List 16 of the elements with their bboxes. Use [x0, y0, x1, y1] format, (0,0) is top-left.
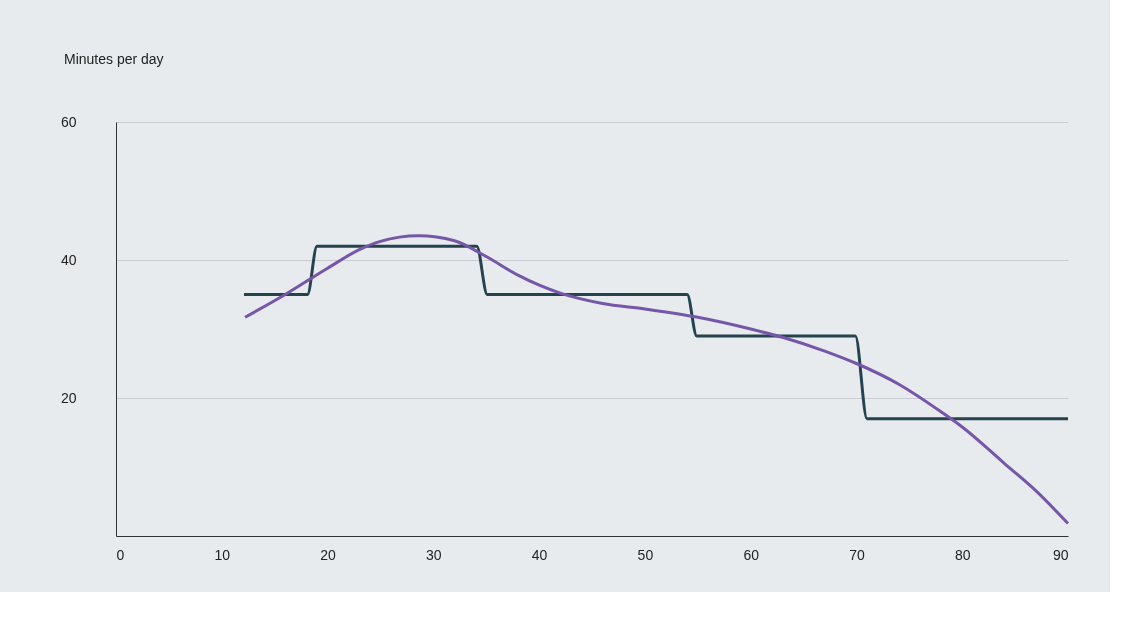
x-tick-label: 70 [849, 546, 865, 563]
x-tick-label: 20 [320, 546, 337, 563]
x-tick-label: 10 [214, 546, 231, 563]
x-tick-label: 80 [954, 546, 971, 563]
x-tick-label: 30 [426, 546, 442, 563]
x-tick-label: 40 [531, 546, 548, 563]
line-series [243, 234, 1070, 526]
y-tick-label: 60 [60, 113, 77, 130]
x-tick-label: 0 [116, 546, 125, 563]
x-tick-label: 50 [637, 546, 654, 563]
line-series [242, 244, 1070, 421]
x-tick-label: 60 [743, 546, 760, 563]
y-tick-label: 40 [60, 251, 77, 268]
y-axis-title: Minutes per day [64, 51, 164, 67]
y-tick-label: 20 [60, 389, 77, 406]
x-tick-label: 90 [1052, 546, 1069, 563]
